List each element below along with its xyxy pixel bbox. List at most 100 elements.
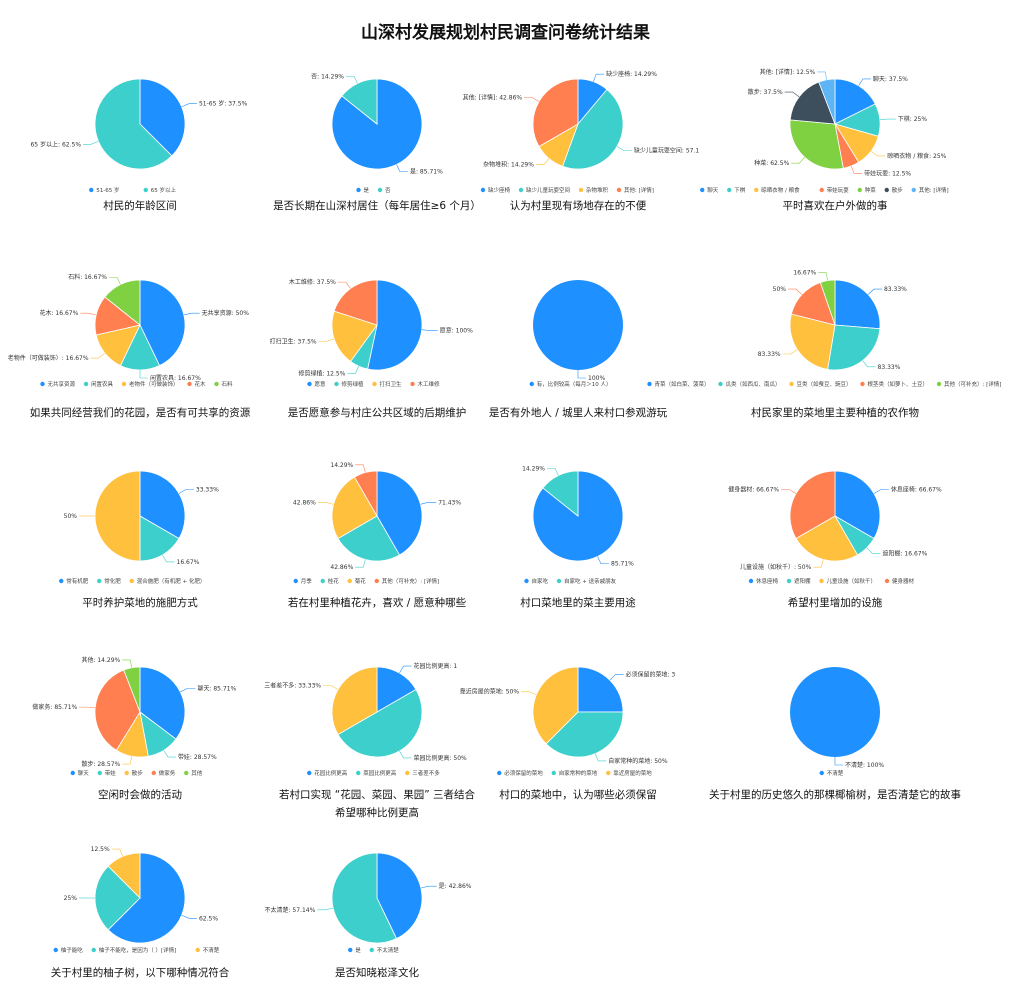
legend-swatch xyxy=(356,187,361,193)
slice-label: 花园比例更高: 1 xyxy=(414,662,458,670)
slice-label: 100% xyxy=(588,375,605,382)
legend-label[interactable]: 不太清楚 xyxy=(377,946,400,954)
legend-swatch xyxy=(121,381,127,387)
legend-label[interactable]: 菊花 xyxy=(355,577,367,585)
legend-label[interactable]: 遮阳棚 xyxy=(794,577,811,585)
slice-label: 健身器材: 66.67% xyxy=(728,486,779,494)
legend-label[interactable]: 儿童设施（如秋千） xyxy=(827,577,877,585)
legend-label[interactable]: 下棋 xyxy=(734,186,746,194)
legend-label[interactable]: 健身器材 xyxy=(892,577,915,585)
pie-slice xyxy=(789,313,836,370)
chart-caption: 关于村里的柚子树，以下哪种情况符合 xyxy=(50,967,230,979)
legend-label[interactable]: 石料 xyxy=(222,380,234,388)
legend-label[interactable]: 自家吃 + 送亲戚朋友 xyxy=(564,577,617,585)
legend-label[interactable]: 月季 xyxy=(301,577,313,585)
leader-line xyxy=(355,464,366,473)
legend-label[interactable]: 聊天 xyxy=(78,769,90,777)
legend-swatch xyxy=(377,187,383,193)
legend-label[interactable]: 常有机肥 xyxy=(66,577,89,585)
pie-slice xyxy=(337,688,423,758)
leader-line xyxy=(337,281,351,289)
legend-label[interactable]: 其他（可补充）: [详情] xyxy=(944,380,1001,388)
pie-slice xyxy=(107,852,186,944)
legend-label[interactable]: 花木 xyxy=(195,380,207,388)
legend-label[interactable]: 做家务 xyxy=(159,769,176,777)
slice-label: 花木: 16.67% xyxy=(40,309,79,317)
legend-label[interactable]: 必须保留的菜地 xyxy=(504,769,543,777)
legend-label[interactable]: 菜园比例更高 xyxy=(363,769,397,777)
legend-label[interactable]: 三者差不多 xyxy=(412,769,440,777)
legend-label[interactable]: 根茎类（如萝卜、土豆） xyxy=(868,380,929,388)
legend-label[interactable]: 自家常种的菜地 xyxy=(559,769,598,777)
legend-label[interactable]: 桂花 xyxy=(328,577,340,585)
legend-label[interactable]: 有，比例较高（每月＞10 人） xyxy=(537,380,612,388)
legend-label[interactable]: 带娃玩耍 xyxy=(827,186,850,194)
legend-label[interactable]: 缺少儿童玩耍空间 xyxy=(526,186,570,194)
leader-line xyxy=(317,907,334,911)
legend-label[interactable]: 混合施肥（有机肥 + 化肥） xyxy=(137,577,206,585)
legend-label[interactable]: 老物件（可做装饰） xyxy=(129,380,179,388)
legend-label[interactable]: 青菜（如白菜、菠菜） xyxy=(655,380,710,388)
legend-swatch xyxy=(347,578,352,584)
legend-label[interactable]: 65 岁以上 xyxy=(151,186,177,194)
leader-line xyxy=(163,750,176,758)
legend-label[interactable]: 瓜类（如西瓜、南瓜） xyxy=(726,380,781,388)
legend-label[interactable]: 木工维修 xyxy=(418,380,441,388)
legend-swatch xyxy=(497,770,502,776)
legend-label[interactable]: 修剪绿植 xyxy=(342,380,365,388)
pie-slice xyxy=(94,669,141,751)
pie-slice xyxy=(353,470,378,518)
legend-label[interactable]: 打扫卫生 xyxy=(380,380,403,388)
leader-line xyxy=(399,665,412,674)
legend-label[interactable]: 是 xyxy=(355,947,361,954)
slice-label: 老物件（可做装饰）: 16.67% xyxy=(8,354,89,362)
pie-slice xyxy=(545,711,624,758)
pie-slice xyxy=(94,296,141,336)
slice-label: 晾晒衣物 / 粮食: 25% xyxy=(887,152,946,160)
pie-slice xyxy=(789,470,836,540)
legend-label[interactable]: 不清楚 xyxy=(827,769,844,777)
legend-label[interactable]: 杂物堆积 xyxy=(586,186,609,194)
legend-label[interactable]: 是 xyxy=(364,187,370,194)
pie-slice xyxy=(331,310,378,362)
legend-label[interactable]: 缺少座椅 xyxy=(488,186,511,194)
legend-label[interactable]: 种菜 xyxy=(865,186,877,194)
pie-slice xyxy=(331,666,378,736)
slice-label: 其他: [详情]: 12.5% xyxy=(760,68,816,76)
legend-label[interactable]: 愿意 xyxy=(315,380,327,388)
slice-label: 缺少儿童玩耍空间: 57.1 xyxy=(634,147,699,155)
legend-label[interactable]: 其他: [详情] xyxy=(624,186,654,194)
pie-slice xyxy=(337,515,401,562)
legend-label[interactable]: 散步 xyxy=(132,769,144,777)
leader-line xyxy=(347,365,359,374)
legend-label[interactable]: 无共享资源 xyxy=(48,380,76,388)
legend-label[interactable]: 不清楚 xyxy=(203,946,220,954)
legend-label[interactable]: 休息座椅 xyxy=(756,577,779,585)
pie-slice xyxy=(333,279,378,326)
legend-label[interactable]: 其他: [详情] xyxy=(919,186,949,194)
legend-label[interactable]: 带娃 xyxy=(105,769,117,777)
legend-label[interactable]: 否 xyxy=(385,187,391,194)
legend-label[interactable]: 花园比例更高 xyxy=(314,769,348,777)
legend-label[interactable]: 51-65 岁 xyxy=(96,186,119,194)
legend-label[interactable]: 自家吃 xyxy=(532,577,549,585)
legend-label[interactable]: 常化肥 xyxy=(104,577,121,585)
legend-label[interactable]: 柚子能吃 xyxy=(61,946,84,954)
leader-line xyxy=(162,554,175,563)
legend-label[interactable]: 聊天 xyxy=(707,186,719,194)
legend-label[interactable]: 散步 xyxy=(892,186,904,194)
legend-swatch xyxy=(374,578,379,584)
legend-label[interactable]: 柚子不能吃，是因为（ ）[详情] xyxy=(99,946,177,954)
pie-slice xyxy=(376,470,423,556)
pie-slice xyxy=(577,666,624,713)
legend-label[interactable]: 其他 xyxy=(191,769,203,777)
legend-label[interactable]: 其他（可补充）: [详情] xyxy=(382,577,439,585)
leader-line xyxy=(781,489,797,494)
legend-swatch xyxy=(786,578,792,584)
legend-label[interactable]: 闲置农具 xyxy=(91,380,114,388)
leader-line xyxy=(791,157,805,164)
legend-label[interactable]: 靠近房屋的菜地 xyxy=(613,769,652,777)
legend-label[interactable]: 豆类（如蚕豆、豌豆） xyxy=(797,380,852,388)
legend-label[interactable]: 晾晒衣物 / 粮食 xyxy=(761,186,800,194)
